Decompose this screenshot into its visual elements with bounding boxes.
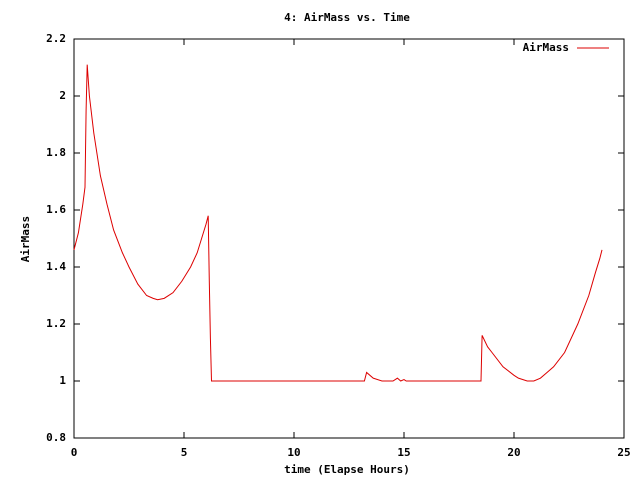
x-tick-label: 25	[617, 446, 630, 459]
y-tick-label: 1.8	[46, 146, 66, 159]
y-tick-label: 2.2	[46, 32, 66, 45]
y-tick-label: 1	[59, 374, 66, 387]
y-tick-label: 2	[59, 89, 66, 102]
data-line	[73, 64, 603, 382]
plot-frame	[73, 38, 625, 439]
y-tick-label: 0.8	[46, 431, 66, 444]
y-tick-label: 1.6	[46, 203, 66, 216]
x-tick-label: 0	[71, 446, 78, 459]
x-axis-label: time (Elapse Hours)	[284, 463, 410, 476]
x-tick-label: 20	[507, 446, 520, 459]
x-tick-label: 5	[181, 446, 188, 459]
legend-label: AirMass	[523, 41, 569, 54]
y-axis-label: AirMass	[19, 216, 32, 262]
y-tick-label: 1.2	[46, 317, 66, 330]
chart-title: 4: AirMass vs. Time	[284, 11, 410, 24]
y-tick-label: 1.4	[46, 260, 66, 273]
x-tick-label: 15	[397, 446, 410, 459]
x-tick-label: 10	[287, 446, 300, 459]
